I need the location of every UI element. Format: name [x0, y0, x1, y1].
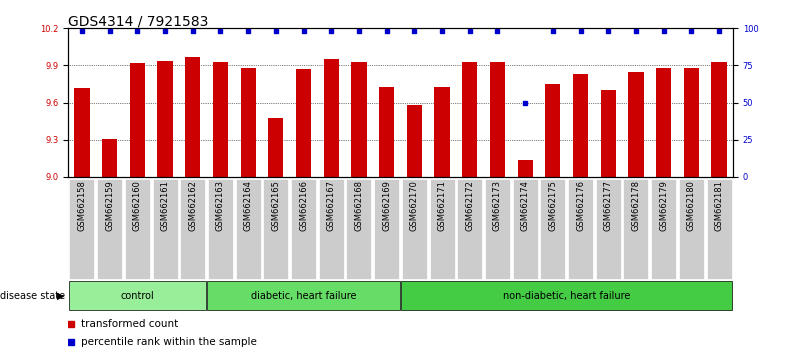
- Text: GSM662164: GSM662164: [244, 180, 252, 231]
- Text: percentile rank within the sample: percentile rank within the sample: [82, 337, 257, 347]
- Text: GSM662173: GSM662173: [493, 180, 502, 231]
- Bar: [291, 179, 316, 279]
- Bar: [407, 105, 422, 177]
- Bar: [402, 179, 427, 279]
- Bar: [513, 179, 537, 279]
- Bar: [517, 160, 533, 177]
- Bar: [457, 179, 482, 279]
- Bar: [125, 179, 150, 279]
- Bar: [490, 62, 505, 177]
- Text: GSM662171: GSM662171: [437, 180, 446, 231]
- Bar: [208, 179, 233, 279]
- Bar: [434, 86, 449, 177]
- Text: GSM662175: GSM662175: [549, 180, 557, 231]
- Bar: [601, 90, 616, 177]
- Bar: [545, 84, 561, 177]
- Text: GDS4314 / 7921583: GDS4314 / 7921583: [68, 14, 208, 28]
- Bar: [235, 179, 260, 279]
- Bar: [268, 118, 284, 177]
- Text: GSM662172: GSM662172: [465, 180, 474, 231]
- Text: transformed count: transformed count: [82, 319, 179, 329]
- Bar: [573, 74, 588, 177]
- Bar: [628, 72, 643, 177]
- Bar: [207, 281, 400, 310]
- Bar: [347, 179, 372, 279]
- Bar: [568, 179, 593, 279]
- Bar: [180, 179, 205, 279]
- Text: GSM662162: GSM662162: [188, 180, 197, 231]
- Bar: [541, 179, 566, 279]
- Bar: [324, 59, 339, 177]
- Text: GSM662160: GSM662160: [133, 180, 142, 231]
- Text: GSM662170: GSM662170: [410, 180, 419, 231]
- Bar: [70, 179, 95, 279]
- Bar: [374, 179, 399, 279]
- Bar: [240, 68, 256, 177]
- Text: disease state: disease state: [0, 291, 65, 301]
- Bar: [596, 179, 621, 279]
- Bar: [485, 179, 510, 279]
- Bar: [69, 281, 206, 310]
- Text: GSM662174: GSM662174: [521, 180, 529, 231]
- Bar: [711, 62, 727, 177]
- Bar: [213, 62, 228, 177]
- Text: diabetic, heart failure: diabetic, heart failure: [251, 291, 356, 301]
- Text: GSM662158: GSM662158: [78, 180, 87, 231]
- Bar: [296, 69, 311, 177]
- Text: GSM662176: GSM662176: [576, 180, 585, 231]
- Bar: [429, 179, 454, 279]
- Text: ▶: ▶: [57, 291, 64, 301]
- Bar: [97, 179, 122, 279]
- Text: GSM662163: GSM662163: [216, 180, 225, 231]
- Text: non-diabetic, heart failure: non-diabetic, heart failure: [503, 291, 630, 301]
- Text: GSM662177: GSM662177: [604, 180, 613, 231]
- Bar: [264, 179, 288, 279]
- Bar: [379, 86, 394, 177]
- Bar: [706, 179, 731, 279]
- Text: GSM662166: GSM662166: [299, 180, 308, 231]
- Bar: [74, 88, 90, 177]
- Text: GSM662179: GSM662179: [659, 180, 668, 231]
- Bar: [679, 179, 704, 279]
- Bar: [684, 68, 699, 177]
- Bar: [102, 138, 117, 177]
- Bar: [656, 68, 671, 177]
- Bar: [401, 281, 732, 310]
- Bar: [651, 179, 676, 279]
- Text: control: control: [120, 291, 155, 301]
- Text: GSM662165: GSM662165: [272, 180, 280, 231]
- Bar: [130, 63, 145, 177]
- Text: GSM662167: GSM662167: [327, 180, 336, 231]
- Bar: [623, 179, 649, 279]
- Bar: [185, 57, 200, 177]
- Bar: [462, 62, 477, 177]
- Bar: [319, 179, 344, 279]
- Text: GSM662161: GSM662161: [160, 180, 170, 231]
- Bar: [158, 61, 173, 177]
- Text: GSM662168: GSM662168: [355, 180, 364, 231]
- Text: GSM662159: GSM662159: [105, 180, 114, 231]
- Text: GSM662180: GSM662180: [687, 180, 696, 231]
- Text: GSM662181: GSM662181: [714, 180, 723, 231]
- Text: GSM662169: GSM662169: [382, 180, 391, 231]
- Bar: [352, 62, 367, 177]
- Bar: [152, 179, 178, 279]
- Text: GSM662178: GSM662178: [631, 180, 641, 231]
